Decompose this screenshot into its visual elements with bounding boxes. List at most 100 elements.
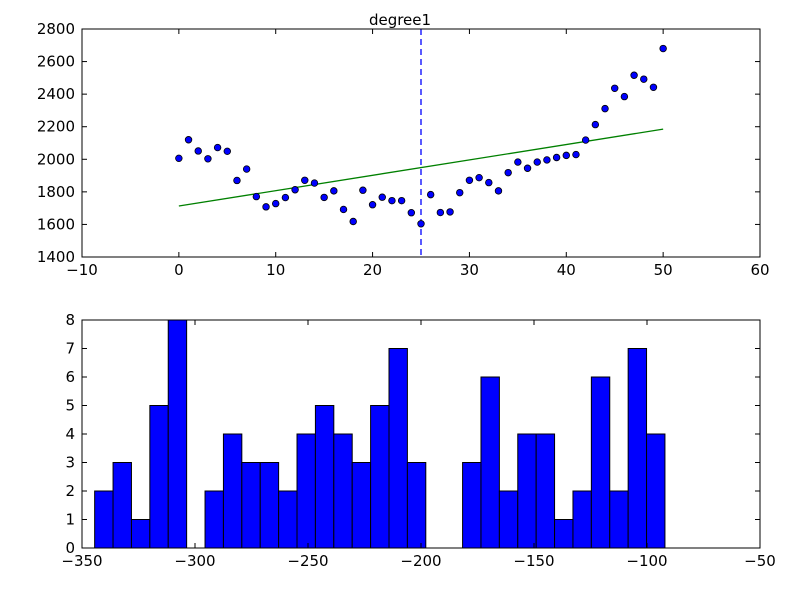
y-tick-label: 1600: [37, 215, 75, 233]
y-tick-label: 7: [65, 340, 75, 358]
scatter-point: [465, 176, 474, 184]
y-tick-label: 2600: [37, 53, 75, 71]
scatter-point: [213, 143, 222, 152]
scatter-point: [620, 92, 629, 101]
histogram-bar: [278, 490, 298, 549]
x-tick-label: 10: [266, 261, 285, 279]
scatter-point: [426, 190, 435, 199]
x-tick-label: −50: [744, 552, 776, 570]
scatter-point: [204, 155, 212, 163]
histogram-bar: [259, 462, 280, 549]
histogram-bar: [406, 462, 427, 549]
histogram-bars: [94, 319, 666, 549]
histogram-bar: [572, 490, 592, 549]
scatter-x-ticks: −10 0 10 20 30 40 50 60: [66, 29, 770, 279]
histogram-bar: [517, 433, 537, 549]
x-tick-label: 0: [174, 261, 184, 279]
scatter-point: [494, 187, 503, 195]
scatter-point: [242, 165, 251, 173]
scatter-point: [388, 196, 396, 205]
x-tick-label: −250: [287, 552, 328, 570]
histogram-bar: [590, 376, 611, 549]
scatter-point: [543, 156, 551, 164]
scatter-point: [649, 83, 658, 92]
histogram-bar: [204, 490, 224, 549]
x-tick-label: 30: [460, 261, 479, 279]
fit-line-group: [178, 128, 664, 207]
scatter-point: [359, 186, 367, 194]
scatter-point: [640, 75, 648, 83]
x-tick-label: 20: [363, 261, 382, 279]
x-tick-label: 50: [654, 261, 673, 279]
scatter-point: [601, 104, 609, 113]
histogram-bar: [94, 490, 114, 549]
histogram-bar: [351, 462, 372, 549]
scatter-plot-frame: [81, 28, 761, 258]
histogram-bar: [333, 433, 353, 549]
x-tick-label: −200: [400, 552, 441, 570]
histogram-bar: [167, 319, 188, 549]
x-tick-label: −150: [513, 552, 554, 570]
histogram-bar: [370, 405, 390, 549]
scatter-point: [252, 192, 261, 201]
x-tick-label: −10: [66, 261, 98, 279]
y-tick-label: 2000: [37, 150, 75, 168]
scatter-point: [175, 154, 183, 163]
histogram-bar: [112, 462, 132, 549]
scatter-point: [591, 120, 600, 129]
x-tick-label: −300: [174, 552, 215, 570]
x-tick-label: 40: [557, 261, 576, 279]
histogram-bar: [480, 376, 500, 549]
scatter-point: [533, 158, 541, 166]
x-tick-label: −100: [626, 552, 667, 570]
scatter-point: [485, 178, 493, 187]
scatter-point: [223, 147, 231, 156]
scatter-point: [436, 208, 445, 217]
y-tick-label: 2400: [37, 85, 75, 103]
scatter-point: [291, 186, 299, 194]
histogram-bar: [222, 433, 243, 549]
scatter-point: [349, 217, 357, 226]
histogram-bar: [627, 348, 648, 549]
y-tick-label: 1: [65, 511, 75, 529]
scatter-point: [378, 193, 386, 201]
scatter-point: [368, 201, 377, 209]
scatter-point: [630, 71, 638, 79]
y-tick-label: 1400: [37, 248, 75, 266]
y-tick-label: 0: [65, 539, 75, 557]
scatter-point: [552, 153, 561, 162]
scatter-point: [194, 147, 202, 155]
y-tick-label: 8: [65, 311, 75, 329]
scatter-point: [417, 220, 425, 228]
scatter-point: [581, 136, 590, 144]
scatter-y-ticks: 1400 1600 1800 2000 2200 2400 2600 2800: [37, 20, 760, 266]
y-tick-label: 3: [65, 454, 75, 472]
scatter-point: [504, 168, 512, 177]
scatter-point: [446, 208, 454, 216]
histogram-bar: [554, 519, 574, 549]
y-tick-label: 6: [65, 368, 75, 386]
histogram-bar: [130, 519, 151, 549]
histogram-bar: [296, 433, 316, 549]
scatter-point: [339, 205, 348, 214]
scatter-point: [281, 193, 290, 202]
scatter-point: [310, 179, 319, 187]
y-tick-label: 1800: [37, 183, 75, 201]
scatter-point: [272, 199, 280, 208]
scatter-point: [301, 176, 309, 184]
histogram-subplot: −350 −300 −250 −200 −150 −100 −50 0 1 2 3 4 5 6 7 8: [61, 311, 775, 570]
scatter-point: [572, 150, 580, 159]
histogram-bar: [241, 462, 261, 549]
scatter-point: [456, 188, 464, 197]
scatter-point: [320, 193, 328, 202]
scatter-point: [514, 158, 522, 166]
histogram-bar: [498, 490, 519, 549]
scatter-point: [562, 151, 570, 160]
x-tick-label: 60: [750, 261, 769, 279]
scatter-point: [330, 187, 338, 195]
scatter-point: [475, 173, 483, 182]
scatter-point: [262, 203, 270, 211]
y-tick-label: 2800: [37, 20, 75, 38]
histogram-bar: [388, 348, 408, 549]
scatter-point: [523, 164, 532, 172]
